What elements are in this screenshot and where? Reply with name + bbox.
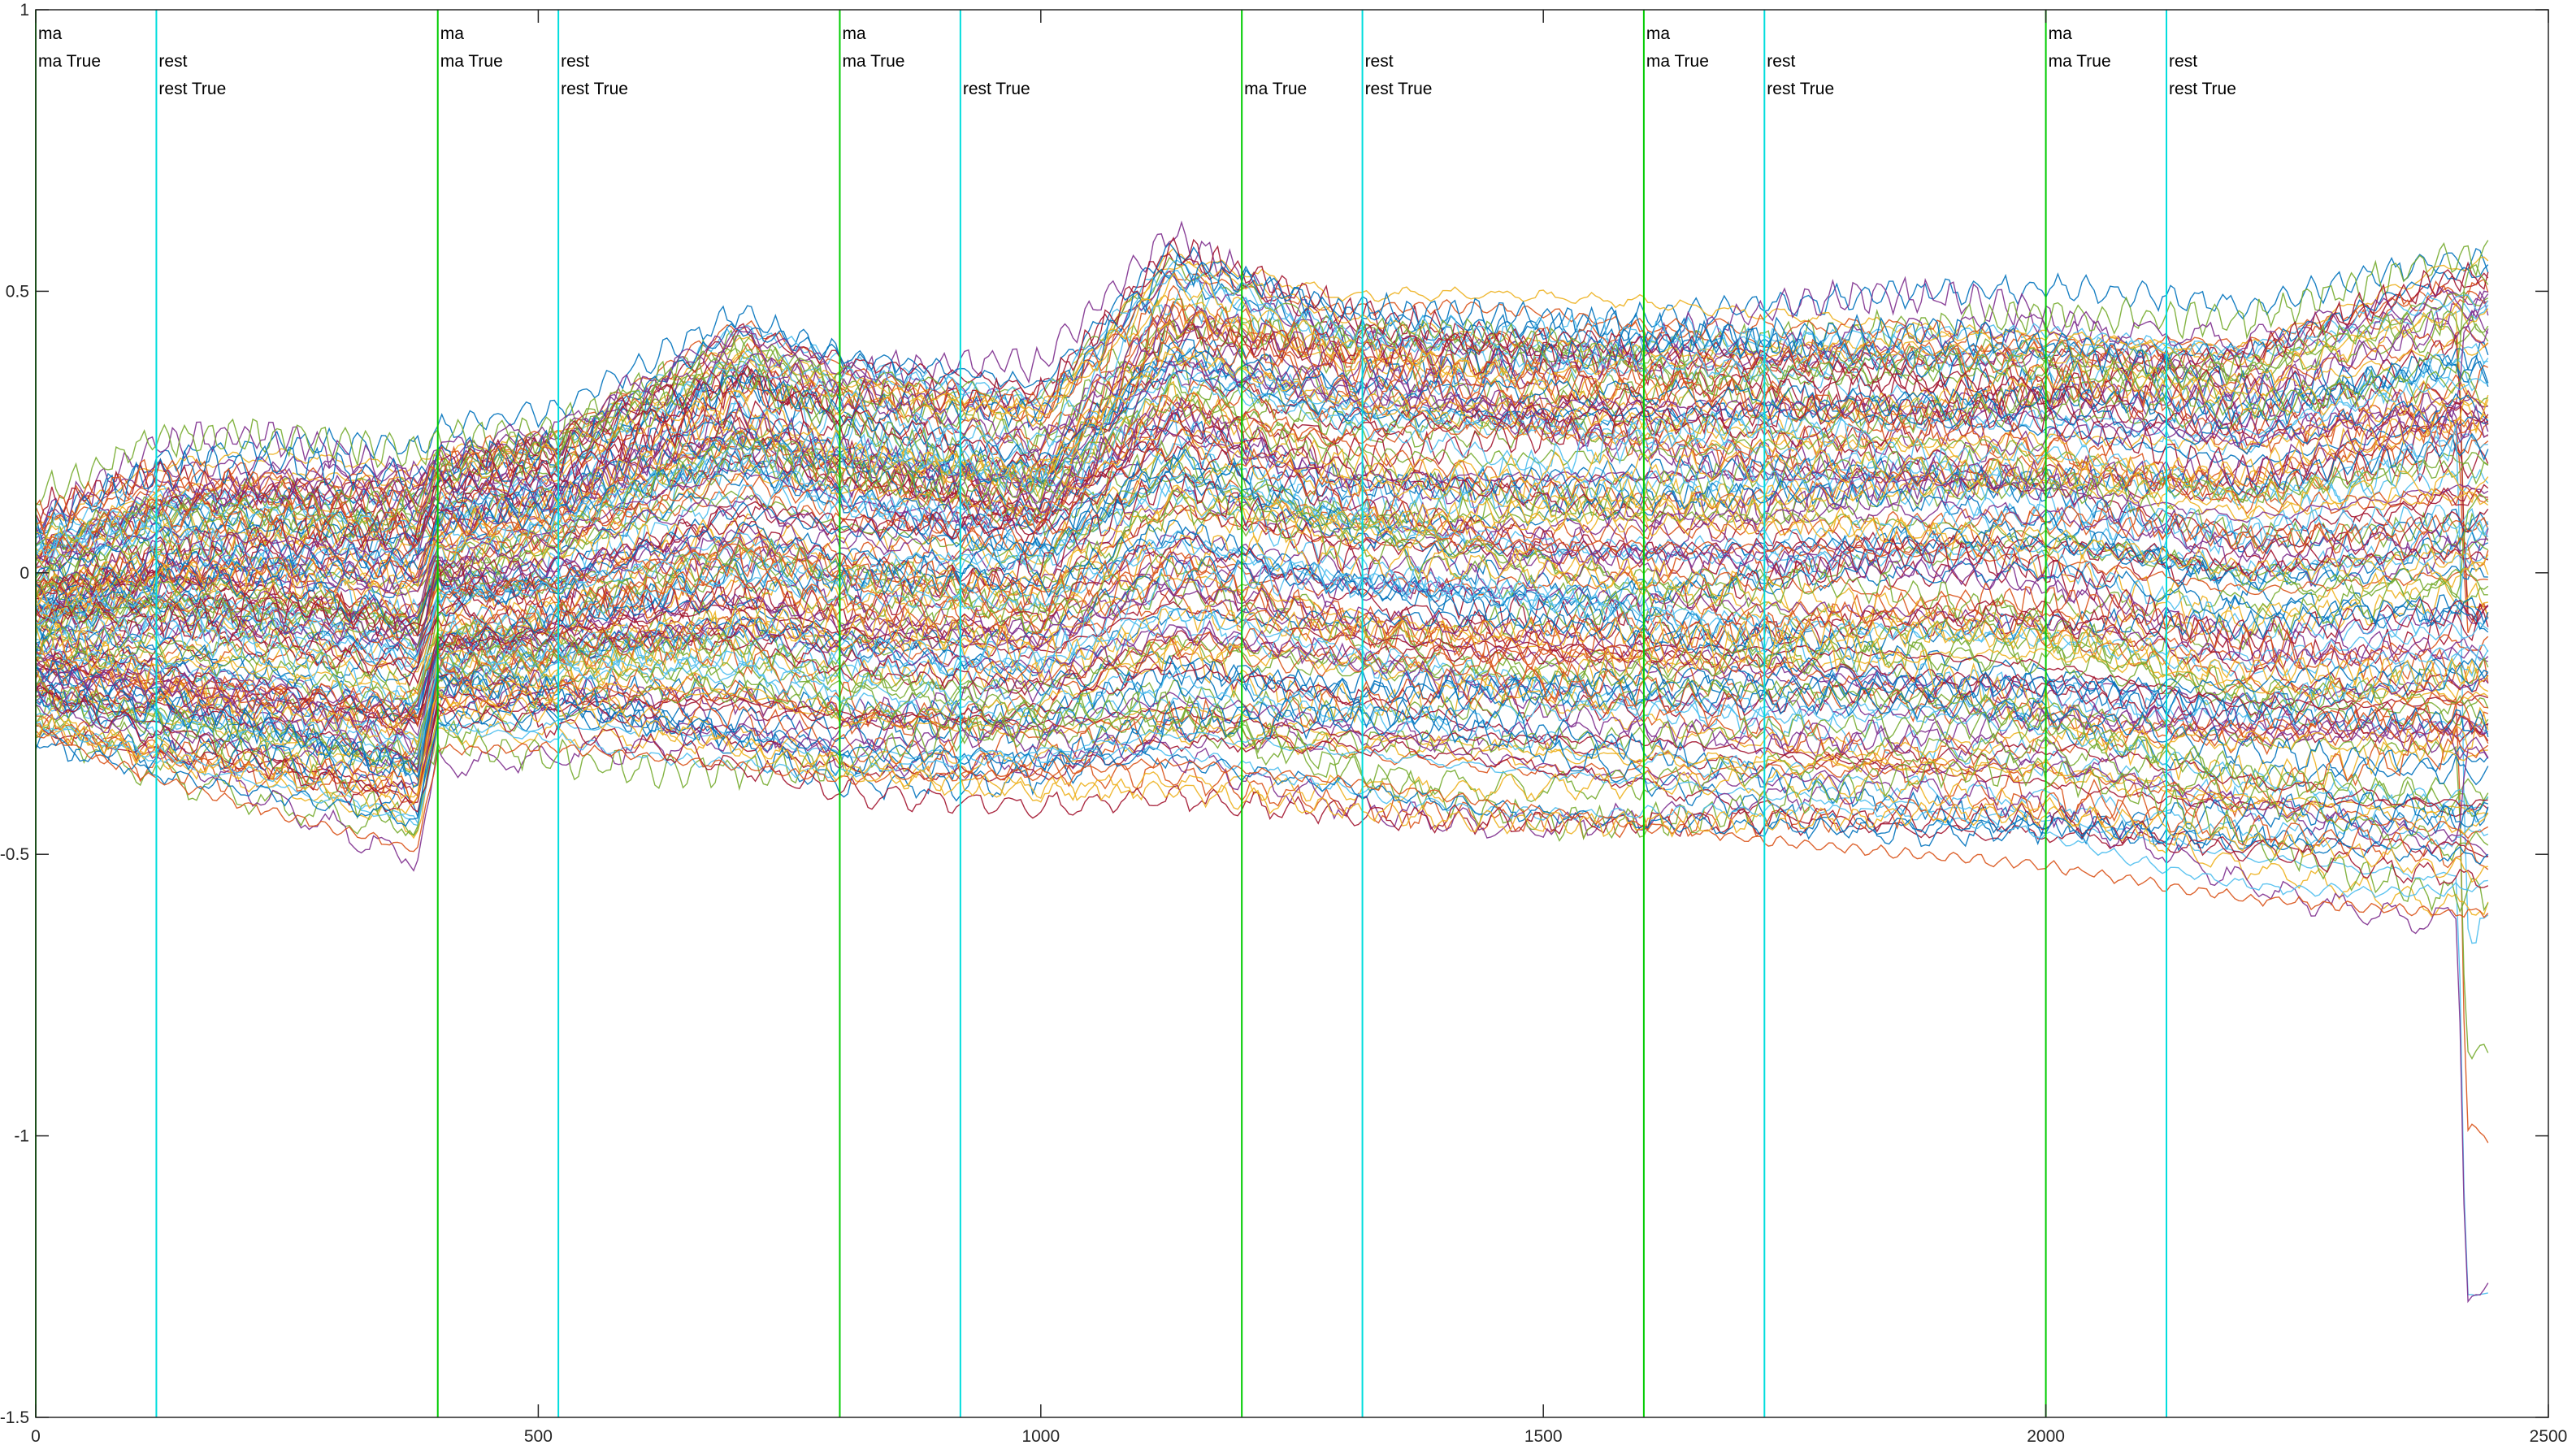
series-line [35, 534, 2489, 697]
series-line [35, 675, 2489, 852]
series-line [35, 445, 2489, 623]
series-line [35, 499, 2489, 637]
event-label: ma True [2049, 52, 2111, 71]
series-line [35, 303, 2489, 634]
event-label: ma True [440, 52, 503, 71]
x-tick-label: 0 [31, 1427, 41, 1445]
series-line [35, 346, 2489, 609]
event-label: ma [842, 24, 865, 43]
series-line [35, 505, 2488, 652]
series-line [35, 559, 2489, 727]
y-tick-label: -1.5 [0, 1408, 29, 1427]
event-label: ma True [38, 52, 101, 71]
series-line [35, 401, 2489, 633]
series-line [35, 684, 2489, 840]
series-line [35, 270, 2488, 532]
event-label: rest True [2169, 80, 2236, 98]
event-label: rest [1365, 52, 1394, 71]
event-label: ma True [1646, 52, 1709, 71]
event-label: rest [1767, 52, 1795, 71]
series-line [35, 457, 2489, 636]
series-line [35, 696, 2488, 883]
event-label: rest True [561, 80, 628, 98]
series-line [35, 654, 2489, 777]
series-line [35, 314, 2489, 535]
event-label: rest True [158, 80, 226, 98]
series-line [35, 663, 2489, 818]
x-tick-label: 2500 [2530, 1427, 2568, 1445]
event-label: ma True [1244, 80, 1307, 98]
event-label: rest [2169, 52, 2197, 71]
x-tick-label: 1000 [1021, 1427, 1060, 1445]
series-line [35, 471, 2488, 660]
series-line [35, 247, 2489, 527]
series-line [35, 594, 2489, 725]
series-line [35, 472, 2489, 647]
series-line [35, 536, 2489, 673]
series-line [35, 564, 2489, 1143]
y-tick-label: 0.5 [6, 282, 29, 301]
x-tick-label: 2000 [2027, 1427, 2065, 1445]
y-tick-label: -1 [14, 1127, 29, 1146]
event-label: rest True [1365, 80, 1433, 98]
series-line [35, 360, 2489, 552]
series-line [35, 323, 2489, 589]
event-label: ma [38, 24, 62, 43]
series-line [35, 408, 2488, 597]
y-tick-label: 1 [20, 1, 29, 20]
series-line [35, 303, 2489, 588]
series-line [35, 731, 2489, 919]
series-line [35, 481, 2489, 671]
series-line [35, 484, 2489, 696]
series-line [35, 248, 2489, 540]
event-label: ma True [842, 52, 904, 71]
event-label: ma [2049, 24, 2072, 43]
event-label: ma [1646, 24, 1670, 43]
event-label: rest True [1767, 80, 1834, 98]
event-label: rest True [963, 80, 1030, 98]
series-line [35, 392, 2489, 623]
series-line [35, 236, 2489, 542]
series-line [35, 310, 2489, 588]
series-line [35, 393, 2489, 610]
series-line [35, 259, 2489, 532]
series-line [35, 627, 2489, 769]
series-line [35, 536, 2488, 666]
series-line [35, 676, 2489, 862]
series-line [35, 403, 2489, 612]
series-line [35, 396, 2489, 622]
series-line [35, 488, 2489, 637]
series-line [35, 680, 2489, 1304]
series-line [35, 673, 2489, 870]
plot-axes-box [35, 9, 2549, 1418]
event-label: rest [561, 52, 589, 71]
y-tick-label: 0 [20, 564, 29, 583]
x-tick-label: 500 [524, 1427, 553, 1445]
series-line [35, 669, 2489, 819]
series-line [35, 588, 2489, 714]
series-line [35, 640, 2488, 762]
series-line [35, 349, 2488, 597]
series-line [35, 351, 2489, 592]
series-line [35, 670, 2489, 848]
event-label: rest [158, 52, 187, 71]
series-line [35, 371, 2489, 610]
series-line [35, 574, 2489, 704]
x-tick-label: 1500 [1524, 1427, 1563, 1445]
series-line [35, 489, 2489, 707]
series-line [35, 617, 2488, 736]
series-layer [35, 220, 2489, 1304]
series-line [35, 432, 2489, 610]
series-line [35, 578, 2489, 755]
series-line [35, 605, 2489, 742]
y-tick-label: -0.5 [0, 845, 29, 864]
series-line [35, 428, 2489, 639]
series-line [35, 690, 2488, 857]
event-label: ma [440, 24, 464, 43]
series-line [35, 341, 2489, 588]
